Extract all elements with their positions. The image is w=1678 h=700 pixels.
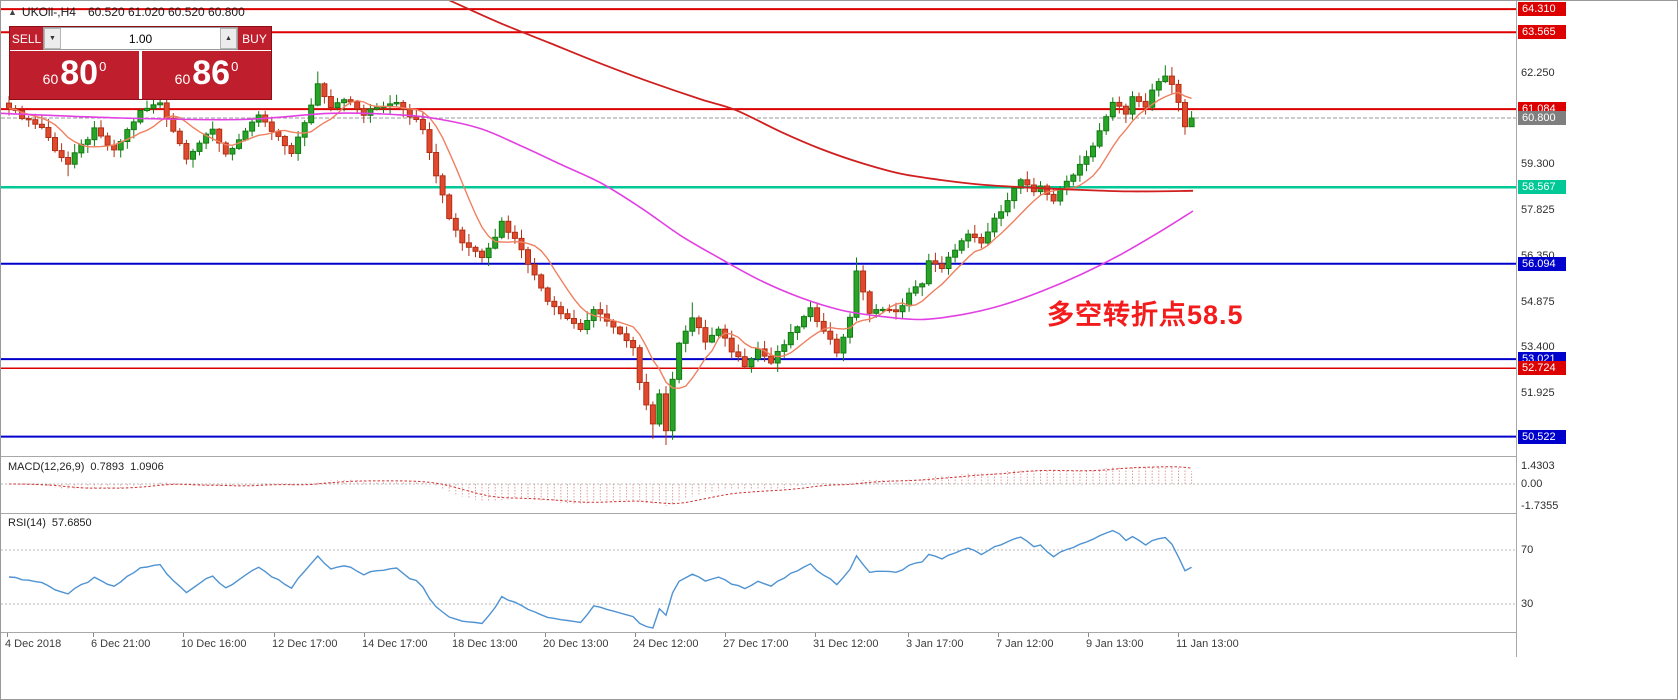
chart-title-line: ▲ UKOil-,H4 60.520 61.020 60.520 60.800	[8, 5, 245, 19]
time-tick	[454, 633, 455, 637]
time-label: 10 Dec 16:00	[181, 638, 247, 650]
annotation-text: 多空转折点58.5	[1047, 300, 1244, 330]
buy-price-prefix: 60	[174, 71, 191, 87]
macd-signal-value: 1.0906	[130, 461, 164, 473]
time-tick	[93, 633, 94, 637]
time-label: 12 Dec 17:00	[272, 638, 338, 650]
time-label: 4 Dec 2018	[5, 638, 62, 650]
price-badge: 56.094	[1518, 257, 1566, 271]
time-tick	[183, 633, 184, 637]
time-label: 24 Dec 12:00	[633, 638, 699, 650]
time-label: 6 Dec 21:00	[91, 638, 151, 650]
axis-tick-label: 0.00	[1521, 478, 1543, 490]
axis-tick-label: 62.250	[1521, 67, 1555, 79]
time-tick	[908, 633, 909, 637]
axis-tick-label: 53.400	[1521, 341, 1555, 353]
rsi-name: RSI(14)	[8, 517, 46, 529]
volume-increase-button[interactable]: ▲	[220, 28, 237, 49]
price-badge: 50.522	[1518, 430, 1566, 444]
axis-tick-label: 57.825	[1521, 204, 1555, 216]
time-label: 20 Dec 13:00	[543, 638, 609, 650]
time-label: 18 Dec 13:00	[452, 638, 518, 650]
time-tick	[998, 633, 999, 637]
axis-tick-label: -1.7355	[1521, 500, 1559, 512]
buy-price-button[interactable]: 60 86 0	[142, 51, 271, 99]
buy-button[interactable]: BUY	[238, 27, 271, 50]
panel-separator[interactable]	[1, 456, 1677, 457]
time-tick	[635, 633, 636, 637]
time-label: 7 Jan 12:00	[996, 638, 1054, 650]
sell-price-big: 80	[60, 54, 99, 92]
time-tick	[1088, 633, 1089, 637]
macd-panel[interactable]	[1, 458, 1517, 513]
time-tick	[7, 633, 8, 637]
price-badge: 58.567	[1518, 180, 1566, 194]
rsi-value: 57.6850	[51, 517, 92, 529]
volume-control: ▼ ▲	[43, 27, 238, 50]
price-axis[interactable]: 62.250 59.300 57.825 56.350 54.875 53.400 51.9…	[1517, 1, 1677, 657]
time-tick	[725, 633, 726, 637]
one-click-trading-panel: SELL ▼ ▲ BUY 60 80 0 60 86 0	[9, 26, 272, 100]
chart-ohlc-values: 60.520 61.020 60.520 60.800	[87, 5, 245, 19]
time-tick	[274, 633, 275, 637]
time-tick	[815, 633, 816, 637]
time-label: 31 Dec 12:00	[813, 638, 879, 650]
price-chart[interactable]	[1, 1, 1517, 457]
time-label: 27 Dec 17:00	[723, 638, 789, 650]
axis-tick-label: 54.875	[1521, 296, 1555, 308]
volume-decrease-button[interactable]: ▼	[44, 28, 61, 49]
price-badge: 60.800	[1518, 111, 1566, 125]
axis-tick-label: 1.4303	[1521, 460, 1555, 472]
time-label: 11 Jan 13:00	[1176, 638, 1239, 650]
price-badge: 63.565	[1518, 25, 1566, 39]
volume-input[interactable]	[61, 28, 220, 49]
axis-tick-label: 51.925	[1521, 387, 1555, 399]
price-badge: 52.724	[1518, 361, 1566, 375]
chart-icon: ▲	[8, 7, 17, 17]
sell-price-prefix: 60	[42, 71, 59, 87]
chart-symbol-timeframe: UKOil-,H4	[21, 5, 76, 19]
sell-price-pip: 0	[99, 59, 107, 74]
sell-button[interactable]: SELL	[10, 27, 43, 50]
time-label: 3 Jan 17:00	[906, 638, 964, 650]
macd-label-line: MACD(12,26,9) 0.7893 1.0906	[8, 461, 170, 473]
sell-price-button[interactable]: 60 80 0	[10, 51, 139, 99]
rsi-label-line: RSI(14) 57.6850	[8, 517, 98, 529]
time-label: 14 Dec 17:00	[362, 638, 428, 650]
panel-separator[interactable]	[1, 513, 1677, 514]
time-axis[interactable]: 4 Dec 2018 6 Dec 21:00 10 Dec 16:00 12 Dec …	[1, 633, 1516, 657]
price-badge: 64.310	[1518, 2, 1566, 16]
axis-tick-label: 30	[1521, 598, 1534, 610]
time-label: 9 Jan 13:00	[1086, 638, 1144, 650]
time-tick	[545, 633, 546, 637]
buy-price-big: 86	[192, 54, 231, 92]
time-tick	[1178, 633, 1179, 637]
macd-name: MACD(12,26,9)	[8, 461, 85, 473]
buy-price-pip: 0	[231, 59, 239, 74]
axis-separator	[1516, 1, 1517, 657]
rsi-panel[interactable]	[1, 514, 1517, 632]
time-tick	[364, 633, 365, 637]
macd-value: 0.7893	[90, 461, 125, 473]
axis-tick-label: 59.300	[1521, 158, 1555, 170]
panel-separator[interactable]	[1, 632, 1677, 633]
axis-tick-label: 70	[1521, 544, 1534, 556]
